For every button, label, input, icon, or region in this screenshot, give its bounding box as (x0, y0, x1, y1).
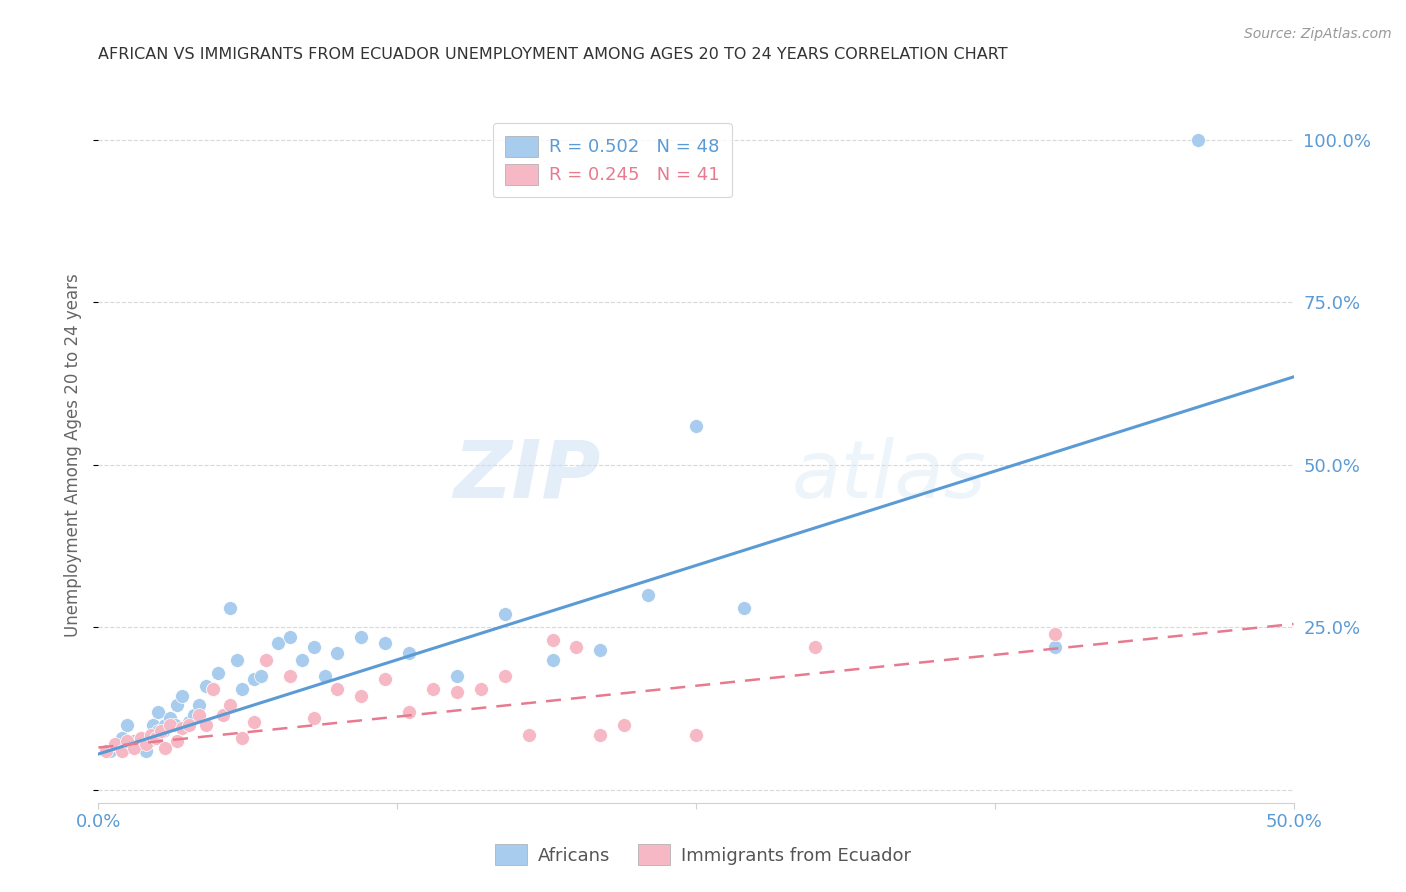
Point (398, 646, 420, 660)
Point (589, 643, 612, 657)
Point (152, 724, 174, 739)
Point (446, 669, 468, 683)
Point (278, 669, 301, 683)
Point (326, 646, 349, 660)
Point (104, 737, 127, 751)
Point (804, 640, 827, 654)
Point (207, 665, 229, 680)
Point (194, 679, 218, 693)
Text: ZIP: ZIP (453, 437, 600, 515)
Point (148, 705, 170, 719)
Point (166, 734, 188, 748)
Point (219, 698, 242, 713)
Point (166, 698, 188, 713)
Point (159, 718, 181, 732)
Point (1043, 640, 1066, 654)
Point (302, 711, 325, 725)
Point (138, 734, 160, 748)
Point (302, 640, 325, 654)
Text: atlas: atlas (792, 437, 987, 515)
Point (1043, 626, 1066, 640)
Point (398, 705, 420, 719)
Point (179, 718, 201, 732)
Point (589, 727, 612, 741)
Point (494, 607, 516, 622)
Point (202, 681, 225, 696)
Point (470, 681, 492, 696)
Point (202, 681, 225, 696)
Legend: R = 0.502   N = 48, R = 0.245   N = 41: R = 0.502 N = 48, R = 0.245 N = 41 (492, 123, 733, 197)
Point (326, 681, 349, 696)
Point (187, 698, 209, 713)
Point (135, 737, 157, 751)
Point (613, 718, 636, 732)
Point (155, 718, 177, 732)
Point (187, 708, 209, 723)
Point (155, 740, 177, 755)
Legend: Africans, Immigrants from Ecuador: Africans, Immigrants from Ecuador (486, 835, 920, 874)
Point (254, 653, 277, 667)
Point (124, 740, 146, 755)
Point (267, 636, 290, 650)
Point (517, 727, 540, 741)
Text: AFRICAN VS IMMIGRANTS FROM ECUADOR UNEMPLOYMENT AMONG AGES 20 TO 24 YEARS CORREL: AFRICAN VS IMMIGRANTS FROM ECUADOR UNEMP… (98, 47, 1008, 62)
Point (637, 588, 659, 602)
Point (139, 727, 162, 741)
Point (374, 636, 396, 650)
Point (149, 724, 172, 739)
Point (111, 744, 134, 758)
Point (291, 653, 314, 667)
Point (226, 653, 249, 667)
Point (446, 685, 468, 699)
Text: Source: ZipAtlas.com: Source: ZipAtlas.com (1244, 27, 1392, 41)
Point (94, 744, 117, 758)
Point (115, 734, 138, 748)
Y-axis label: Unemployment Among Ages 20 to 24 years: Unemployment Among Ages 20 to 24 years (65, 273, 83, 637)
Point (541, 633, 564, 648)
Point (219, 600, 242, 615)
Point (98, 744, 122, 758)
Point (194, 718, 218, 732)
Point (350, 630, 373, 644)
Point (315, 669, 337, 683)
Point (172, 721, 194, 735)
Point (111, 731, 134, 745)
Point (211, 708, 233, 723)
Point (350, 689, 373, 703)
Point (243, 714, 266, 729)
Point (159, 711, 181, 725)
Point (243, 672, 266, 686)
Point (131, 731, 153, 745)
Point (422, 681, 444, 696)
Point (250, 669, 273, 683)
Point (278, 630, 301, 644)
Point (733, 600, 755, 615)
Point (494, 669, 516, 683)
Point (135, 744, 157, 758)
Point (163, 718, 186, 732)
Point (685, 418, 707, 433)
Point (183, 708, 205, 723)
Point (148, 724, 170, 739)
Point (1187, 132, 1209, 146)
Point (374, 672, 396, 686)
Point (115, 718, 138, 732)
Point (172, 689, 194, 703)
Point (142, 718, 165, 732)
Point (131, 731, 153, 745)
Point (179, 714, 201, 729)
Point (254, 653, 277, 667)
Point (107, 737, 129, 751)
Point (145, 731, 167, 745)
Point (565, 640, 588, 654)
Point (685, 727, 707, 741)
Point (231, 681, 253, 696)
Point (139, 727, 162, 741)
Point (231, 731, 253, 745)
Point (541, 653, 564, 667)
Point (124, 734, 146, 748)
